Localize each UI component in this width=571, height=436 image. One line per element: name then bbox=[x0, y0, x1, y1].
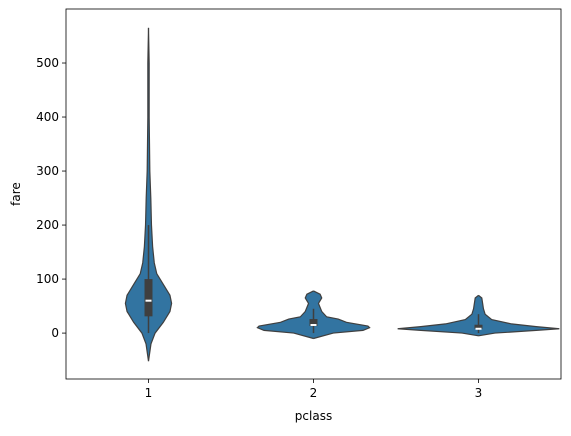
box bbox=[474, 324, 483, 329]
y-axis-label: fare bbox=[9, 182, 23, 206]
x-tick-label: 2 bbox=[310, 386, 318, 400]
y-tick-label: 200 bbox=[36, 218, 59, 232]
y-tick-label: 100 bbox=[36, 272, 59, 286]
violin-half bbox=[124, 27, 150, 362]
plot-area bbox=[124, 27, 560, 362]
y-tick-label: 300 bbox=[36, 164, 59, 178]
box bbox=[309, 319, 318, 327]
violin-half bbox=[147, 27, 173, 362]
x-tick-label: 3 bbox=[475, 386, 483, 400]
box bbox=[144, 279, 153, 317]
violin-half bbox=[397, 294, 479, 337]
y-tick-label: 0 bbox=[51, 326, 59, 340]
x-axis-label: pclass bbox=[295, 409, 332, 423]
x-tick-label: 1 bbox=[145, 386, 153, 400]
violin-half bbox=[256, 290, 314, 340]
y-tick-label: 500 bbox=[36, 56, 59, 70]
violin-half bbox=[313, 290, 371, 340]
y-tick-label: 400 bbox=[36, 110, 59, 124]
violin-half bbox=[478, 294, 560, 337]
